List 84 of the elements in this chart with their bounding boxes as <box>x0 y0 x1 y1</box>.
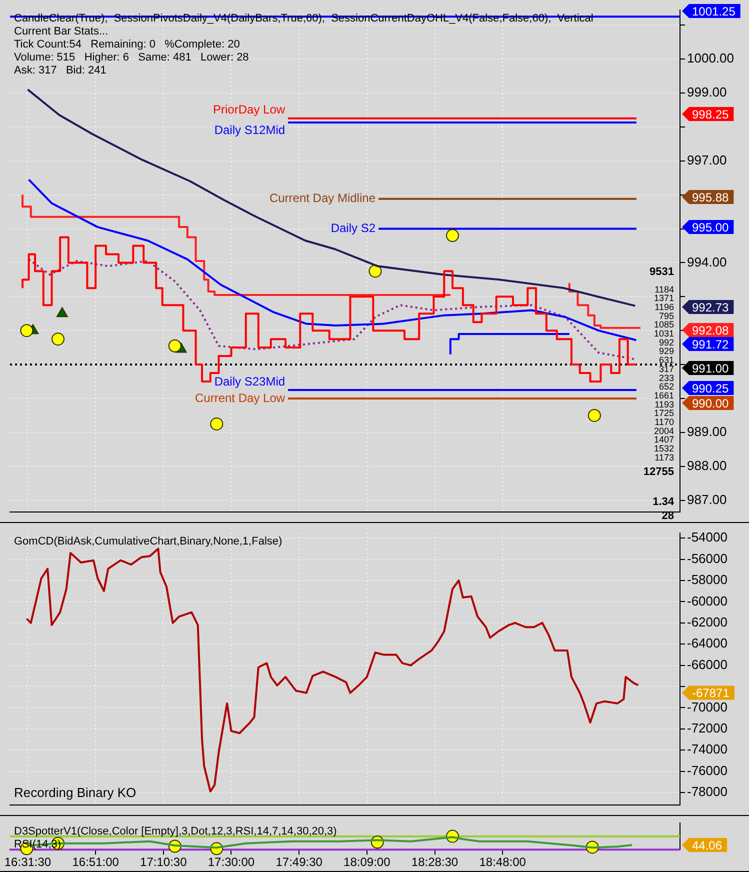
text: 995.00 <box>692 220 730 234</box>
annotation: 317 <box>658 364 674 374</box>
x-tick-label: 18:28:30 <box>411 855 458 870</box>
ref-line-label: Current Day Midline <box>269 191 376 206</box>
text: 991.72 <box>692 337 730 352</box>
annotation: 631 <box>658 355 674 366</box>
text: 998.25 <box>692 107 730 122</box>
annotation: GomCD(BidAsk,CumulativeChart,Binary,None,1,False) <box>14 535 282 548</box>
y-tick-label: -70000 <box>687 699 728 714</box>
annotation: Recording Binary KO <box>14 784 136 800</box>
ref-line-label: Daily S2 <box>330 221 376 236</box>
annotation: 1170 <box>654 417 674 428</box>
point <box>588 408 601 422</box>
y-tick-label: -76000 <box>687 762 728 778</box>
y-tick-label: -78000 <box>687 784 728 800</box>
y-tick-label: 994.00 <box>687 254 727 270</box>
annotation: D3SpotterV1(Close,Color [Empty],3,Dot,12,3,RSI,14,7,14,30,20,3) <box>14 826 337 838</box>
y-tick-label: -54000 <box>687 530 728 545</box>
y-tick-label: -62000 <box>687 614 728 630</box>
text: 991.00 <box>692 361 730 376</box>
ref-line-label: PriorDay Low <box>213 102 286 117</box>
x-tick-label: 17:10:30 <box>140 855 188 870</box>
text: 44.06 <box>692 838 722 852</box>
annotation: 9531 <box>650 266 674 278</box>
text: 1001.25 <box>692 4 736 18</box>
annotation: 1661 <box>654 390 674 400</box>
x-tick-label: 16:51:00 <box>72 855 120 870</box>
annotation: 1407 <box>654 434 674 445</box>
y-tick-label: -64000 <box>687 636 728 651</box>
annotation: 2004 <box>654 426 674 436</box>
y-tick-label: 989.00 <box>687 424 727 440</box>
point <box>168 339 182 352</box>
text: -67871 <box>692 686 730 700</box>
annotation: 12755 <box>643 466 674 478</box>
point <box>52 332 65 346</box>
annotation: 1085 <box>654 320 674 330</box>
annotation: 1031 <box>654 328 674 339</box>
text: 990.25 <box>692 381 730 396</box>
text: 990.00 <box>692 396 730 410</box>
y-tick-label: -60000 <box>687 593 728 608</box>
annotation: Tick Count:54 Remaining: 0 %Complete: 20 <box>14 38 240 50</box>
y-tick-label: 987.00 <box>687 492 727 507</box>
y-tick-label: -58000 <box>687 572 728 588</box>
y-tick-label: -56000 <box>687 550 728 566</box>
x-tick-label: 17:49:30 <box>276 855 323 870</box>
annotation: 652 <box>658 382 674 392</box>
annotation: Volume: 515 Higher: 6 Same: 481 Lower: 28 <box>14 51 249 64</box>
annotation: Current Bar Stats... <box>14 25 108 38</box>
point <box>20 324 34 338</box>
annotation: Ask: 317 Bid: 241 <box>14 64 106 76</box>
annotation: 1196 <box>654 302 674 312</box>
point <box>446 229 459 242</box>
annotation: 1371 <box>654 293 674 304</box>
ref-line-label: Daily S23Mid <box>214 374 286 388</box>
y-tick-label: 997.00 <box>687 152 727 168</box>
y-tick-label: -66000 <box>687 656 728 672</box>
annotation: 1173 <box>654 452 674 462</box>
point <box>368 264 382 278</box>
text: 992.73 <box>692 300 730 314</box>
y-tick-label: 988.00 <box>687 458 727 473</box>
annotation: 992 <box>658 337 674 348</box>
annotation: 1725 <box>654 408 674 418</box>
annotation: 1532 <box>654 444 674 454</box>
annotation: 1.34 <box>652 496 675 508</box>
annotation: 795 <box>658 310 674 321</box>
y-tick-label: 999.00 <box>687 84 727 100</box>
x-tick-label: 18:09:00 <box>344 855 391 870</box>
annotation: 1184 <box>654 284 674 294</box>
y-tick-label: 1000.00 <box>687 50 734 66</box>
point <box>56 307 68 318</box>
annotation: 929 <box>658 346 674 356</box>
text: 995.88 <box>692 190 730 204</box>
annotation: RSI(14,3) <box>14 838 62 851</box>
ref-line-label: Current Day Low <box>195 390 286 405</box>
x-tick-label: 16:31:30 <box>4 855 52 870</box>
text: 992.08 <box>692 323 730 338</box>
point <box>210 417 224 430</box>
x-tick-label: 17:30:00 <box>208 855 255 870</box>
ref-line-label: Daily S12Mid <box>214 122 286 137</box>
annotation: 1193 <box>654 399 674 410</box>
y-tick-label: -72000 <box>687 720 728 736</box>
x-tick-label: 18:48:00 <box>479 855 526 870</box>
y-tick-label: -74000 <box>687 742 728 757</box>
annotation: 233 <box>658 372 674 383</box>
